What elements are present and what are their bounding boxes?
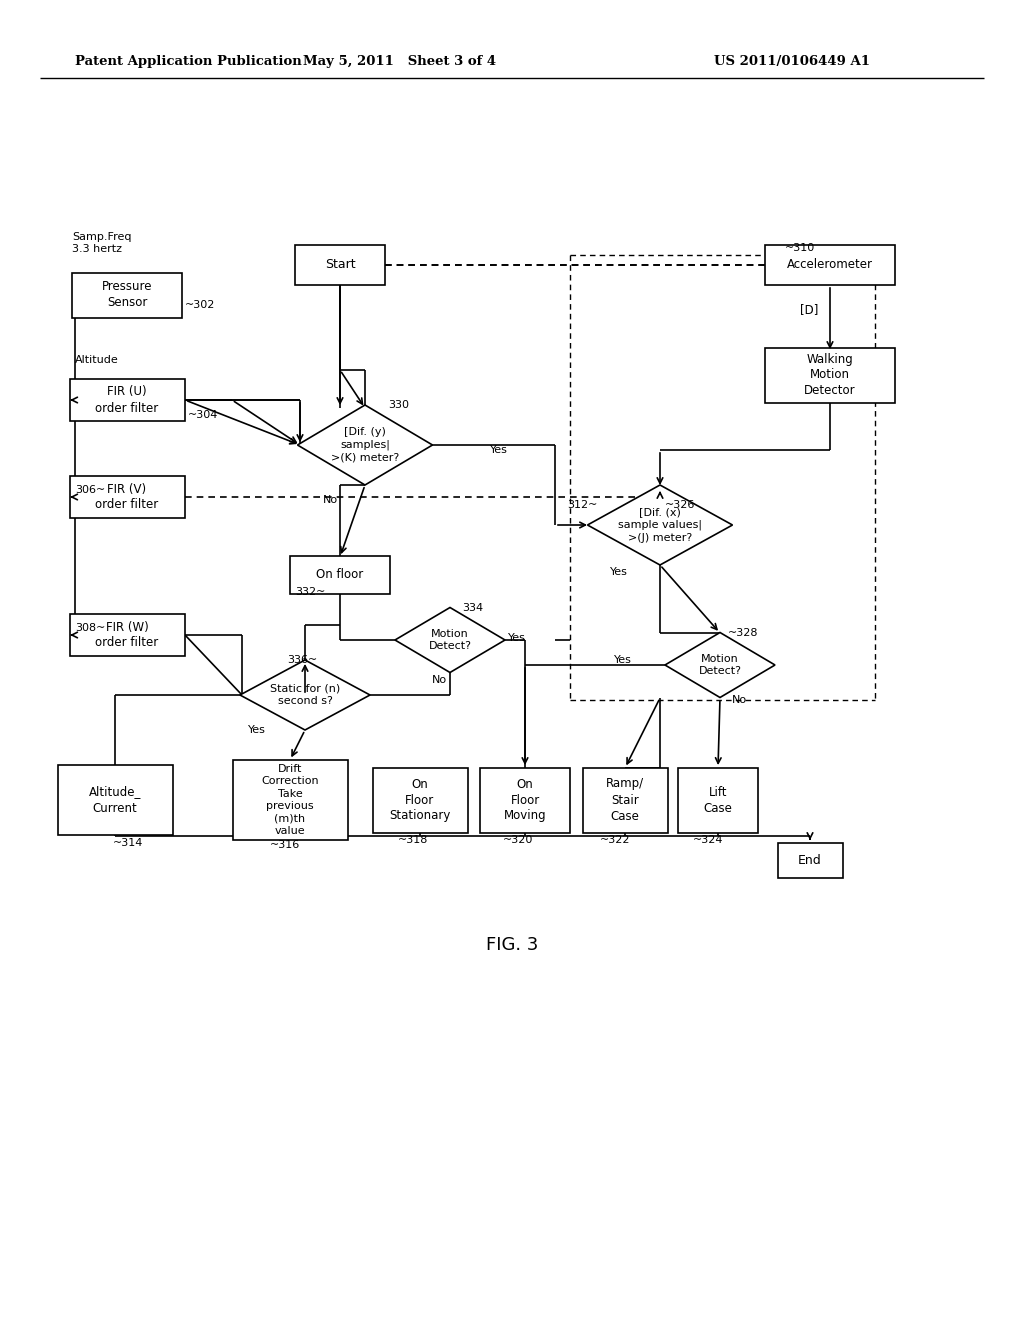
FancyBboxPatch shape	[290, 556, 390, 594]
Text: Ramp/
Stair
Case: Ramp/ Stair Case	[606, 777, 644, 822]
Text: Lift
Case: Lift Case	[703, 785, 732, 814]
Text: ~310: ~310	[784, 243, 815, 253]
Text: 334: 334	[462, 603, 483, 612]
FancyBboxPatch shape	[583, 767, 668, 833]
Text: On
Floor
Moving: On Floor Moving	[504, 777, 547, 822]
FancyBboxPatch shape	[72, 272, 182, 318]
Text: 336~: 336~	[287, 655, 317, 665]
FancyBboxPatch shape	[295, 246, 385, 285]
Text: ~314: ~314	[113, 838, 143, 847]
Text: 308~: 308~	[75, 623, 105, 634]
FancyBboxPatch shape	[765, 347, 895, 403]
Text: Motion
Detect?: Motion Detect?	[698, 653, 741, 676]
FancyBboxPatch shape	[480, 767, 570, 833]
Polygon shape	[665, 632, 775, 697]
Text: Yes: Yes	[248, 725, 266, 735]
Polygon shape	[298, 405, 432, 484]
Text: May 5, 2011   Sheet 3 of 4: May 5, 2011 Sheet 3 of 4	[303, 55, 497, 69]
Text: Yes: Yes	[508, 634, 526, 643]
Text: 306~: 306~	[75, 484, 105, 495]
FancyBboxPatch shape	[232, 760, 347, 840]
Text: ~320: ~320	[503, 836, 534, 845]
Text: Yes: Yes	[490, 445, 508, 455]
Text: FIG. 3: FIG. 3	[485, 936, 539, 954]
Text: US 2011/0106449 A1: US 2011/0106449 A1	[714, 55, 870, 69]
Text: No: No	[432, 675, 447, 685]
Text: Pressure
Sensor: Pressure Sensor	[101, 281, 153, 309]
FancyBboxPatch shape	[70, 614, 184, 656]
Text: ~322: ~322	[599, 836, 630, 845]
Text: Yes: Yes	[614, 655, 632, 665]
Text: Altitude_
Current: Altitude_ Current	[89, 785, 141, 814]
Text: FIR (V)
order filter: FIR (V) order filter	[95, 483, 159, 511]
Text: Drift
Correction
Take
previous
(m)th
value: Drift Correction Take previous (m)th val…	[261, 764, 318, 836]
FancyBboxPatch shape	[70, 379, 184, 421]
Text: 332~: 332~	[296, 587, 326, 597]
Text: Altitude: Altitude	[75, 355, 119, 366]
Text: Static for (n)
second s?: Static for (n) second s?	[270, 684, 340, 706]
Text: No: No	[323, 495, 338, 506]
Text: 330: 330	[388, 400, 409, 411]
Text: Samp.Freq
3.3 hertz: Samp.Freq 3.3 hertz	[72, 232, 131, 253]
Text: ~304: ~304	[188, 411, 218, 420]
Text: On
Floor
Stationary: On Floor Stationary	[389, 777, 451, 822]
Text: ~316: ~316	[269, 840, 300, 850]
Polygon shape	[588, 484, 732, 565]
Text: [Dif. (x)
sample values|
>(J) meter?: [Dif. (x) sample values| >(J) meter?	[618, 507, 702, 543]
Text: ~302: ~302	[185, 300, 215, 310]
Text: Accelerometer: Accelerometer	[787, 259, 873, 272]
Text: On floor: On floor	[316, 569, 364, 582]
Polygon shape	[395, 607, 505, 672]
Text: Start: Start	[325, 259, 355, 272]
Text: ~326: ~326	[665, 500, 695, 510]
FancyBboxPatch shape	[70, 477, 184, 517]
Text: FIR (W)
order filter: FIR (W) order filter	[95, 620, 159, 649]
FancyBboxPatch shape	[777, 842, 843, 878]
FancyBboxPatch shape	[57, 766, 172, 836]
Text: ~324: ~324	[692, 836, 723, 845]
Polygon shape	[240, 660, 370, 730]
FancyBboxPatch shape	[765, 246, 895, 285]
Text: [D]: [D]	[800, 304, 818, 317]
Text: End: End	[798, 854, 822, 866]
Text: Walking
Motion
Detector: Walking Motion Detector	[804, 352, 856, 397]
FancyBboxPatch shape	[678, 767, 758, 833]
Text: No: No	[732, 696, 748, 705]
Text: Yes: Yes	[610, 568, 628, 577]
Text: ~328: ~328	[728, 628, 759, 638]
Text: ~318: ~318	[397, 836, 428, 845]
FancyBboxPatch shape	[373, 767, 468, 833]
Text: FIR (U)
order filter: FIR (U) order filter	[95, 385, 159, 414]
Text: 312~: 312~	[567, 500, 598, 510]
Text: Motion
Detect?: Motion Detect?	[428, 628, 471, 651]
Text: [Dif. (y)
samples|
>(K) meter?: [Dif. (y) samples| >(K) meter?	[331, 428, 399, 462]
Text: Patent Application Publication: Patent Application Publication	[75, 55, 302, 69]
